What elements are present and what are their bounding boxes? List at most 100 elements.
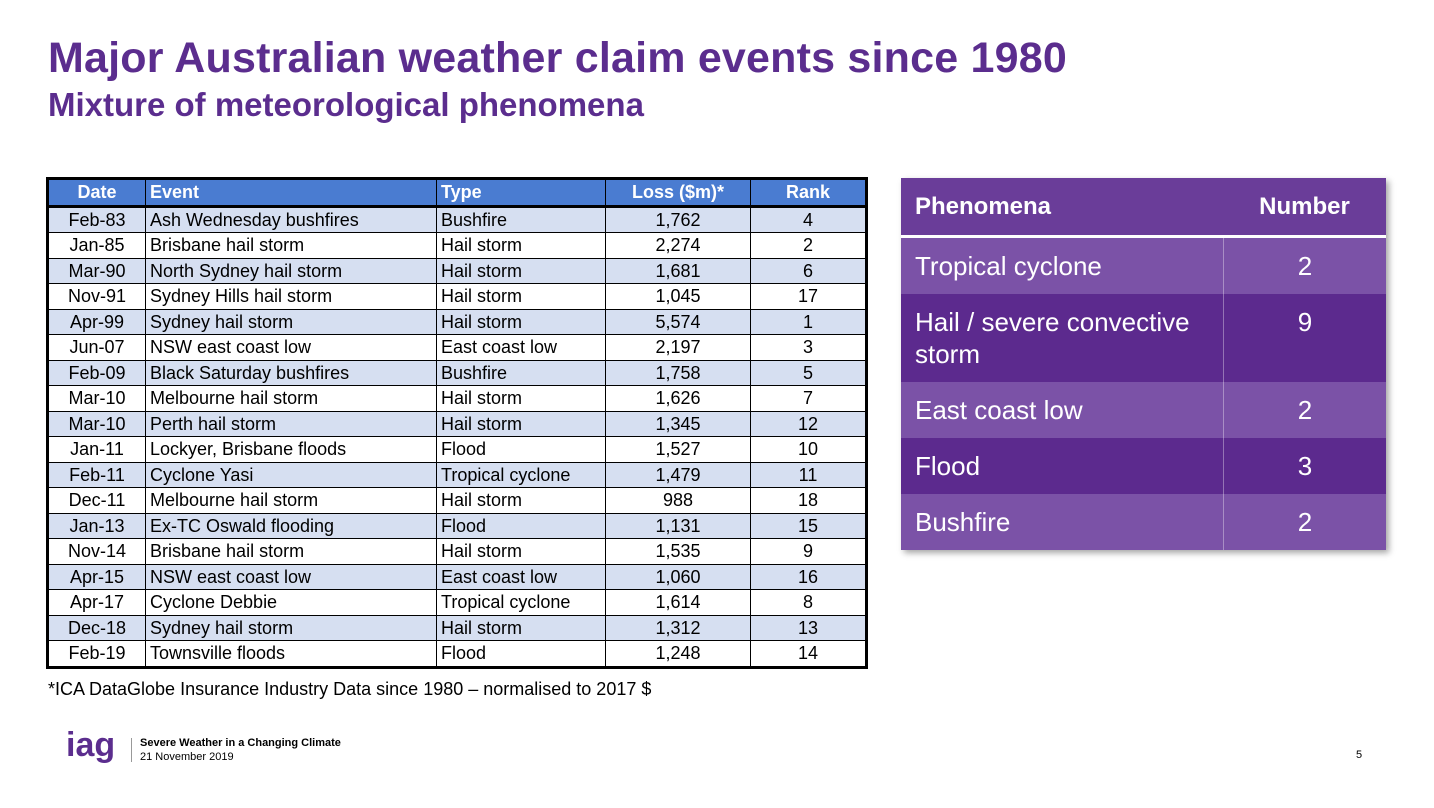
phenomena-name: East coast low xyxy=(915,395,1083,425)
cell-date: Feb-09 xyxy=(47,359,146,386)
cell-type: Flood xyxy=(436,436,606,463)
cell-rank: 8 xyxy=(750,589,867,616)
column-header-date: Date xyxy=(47,178,146,208)
claims-table: Date Event Type Loss ($m)* Rank Feb-83 As… xyxy=(46,177,868,669)
cell-type: Hail storm xyxy=(436,410,606,437)
cell-event: Melbourne hail storm xyxy=(145,487,437,514)
cell-type: Hail storm xyxy=(436,232,606,259)
cell-loss: 1,758 xyxy=(605,359,751,386)
footer-date: 21 November 2019 xyxy=(140,751,234,763)
cell-date: Apr-17 xyxy=(47,589,146,616)
phenomena-row: Flood 3 xyxy=(901,438,1386,494)
cell-date: Feb-19 xyxy=(47,640,146,668)
column-header-event: Event xyxy=(145,178,437,208)
cell-type: Flood xyxy=(436,640,606,668)
cell-date: Nov-14 xyxy=(47,538,146,565)
cell-rank: 10 xyxy=(750,436,867,463)
cell-event: Cyclone Yasi xyxy=(145,461,437,488)
phenomena-row: East coast low 2 xyxy=(901,382,1386,438)
footer-presentation-title: Severe Weather in a Changing Climate xyxy=(140,737,341,749)
phenomena-name: Hail / severe convective storm xyxy=(915,307,1190,369)
cell-event: North Sydney hail storm xyxy=(145,257,437,284)
column-header-loss: Loss ($m)* xyxy=(605,178,751,208)
cell-type: Bushfire xyxy=(436,205,606,233)
cell-loss: 1,345 xyxy=(605,410,751,437)
cell-rank: 9 xyxy=(750,538,867,565)
cell-type: Bushfire xyxy=(436,359,606,386)
table-row: Dec-11 Melbourne hail storm Hail storm 988 1… xyxy=(47,487,867,514)
cell-type: Hail storm xyxy=(436,487,606,514)
cell-rank: 16 xyxy=(750,563,867,590)
cell-event: Brisbane hail storm xyxy=(145,232,437,259)
iag-logo: iag xyxy=(66,726,115,764)
cell-rank: 13 xyxy=(750,614,867,641)
cell-type: Hail storm xyxy=(436,385,606,412)
phenomena-count: 2 xyxy=(1223,382,1386,438)
svg-text:iag: iag xyxy=(66,726,115,764)
cell-event: Ex-TC Oswald flooding xyxy=(145,512,437,539)
cell-loss: 1,131 xyxy=(605,512,751,539)
cell-rank: 7 xyxy=(750,385,867,412)
cell-date: Apr-99 xyxy=(47,308,146,335)
phenomena-count: 9 xyxy=(1223,294,1386,382)
cell-loss: 5,574 xyxy=(605,308,751,335)
page-title: Major Australian weather claim events si… xyxy=(48,34,1067,82)
cell-rank: 18 xyxy=(750,487,867,514)
cell-type: Hail storm xyxy=(436,283,606,310)
table-row: Dec-18 Sydney hail storm Hail storm 1,312 13 xyxy=(47,614,867,641)
table-row: Mar-90 North Sydney hail storm Hail storm 1… xyxy=(47,257,867,284)
cell-loss: 2,274 xyxy=(605,232,751,259)
phenomena-count: 2 xyxy=(1223,238,1386,294)
column-header-number: Number xyxy=(1259,192,1350,220)
phenomena-table-body: Tropical cyclone 2 Hail / severe convectiv… xyxy=(901,238,1386,550)
cell-rank: 17 xyxy=(750,283,867,310)
table-row: Apr-15 NSW east coast low East coast low 1,… xyxy=(47,563,867,590)
cell-event: Sydney hail storm xyxy=(145,308,437,335)
table-row: Nov-14 Brisbane hail storm Hail storm 1,535… xyxy=(47,538,867,565)
table-row: Mar-10 Perth hail storm Hail storm 1,345 12 xyxy=(47,410,867,437)
cell-rank: 2 xyxy=(750,232,867,259)
cell-type: Tropical cyclone xyxy=(436,461,606,488)
table-row: Feb-11 Cyclone Yasi Tropical cyclone 1,479 1… xyxy=(47,461,867,488)
cell-rank: 15 xyxy=(750,512,867,539)
cell-type: Flood xyxy=(436,512,606,539)
cell-date: Feb-11 xyxy=(47,461,146,488)
cell-type: Hail storm xyxy=(436,308,606,335)
phenomena-table: Phenomena Number Tropical cyclone 2 Hail /… xyxy=(901,178,1386,550)
page-number: 5 xyxy=(1356,749,1363,761)
table-row: Mar-10 Melbourne hail storm Hail storm 1,62… xyxy=(47,385,867,412)
cell-event: NSW east coast low xyxy=(145,563,437,590)
cell-event: Sydney Hills hail storm xyxy=(145,283,437,310)
cell-rank: 1 xyxy=(750,308,867,335)
column-header-rank: Rank xyxy=(750,178,867,208)
table-row: Jan-11 Lockyer, Brisbane floods Flood 1,527… xyxy=(47,436,867,463)
phenomena-count: 3 xyxy=(1223,438,1386,494)
table-row: Jun-07 NSW east coast low East coast low 2,… xyxy=(47,334,867,361)
cell-loss: 1,762 xyxy=(605,205,751,233)
table-row: Nov-91 Sydney Hills hail storm Hail storm 1… xyxy=(47,283,867,310)
cell-event: Sydney hail storm xyxy=(145,614,437,641)
cell-loss: 1,527 xyxy=(605,436,751,463)
table-row: Apr-99 Sydney hail storm Hail storm 5,574 1 xyxy=(47,308,867,335)
cell-loss: 2,197 xyxy=(605,334,751,361)
cell-date: Mar-10 xyxy=(47,410,146,437)
cell-rank: 5 xyxy=(750,359,867,386)
cell-event: Melbourne hail storm xyxy=(145,385,437,412)
footer-divider xyxy=(131,738,132,762)
cell-date: Jan-13 xyxy=(47,512,146,539)
cell-event: Cyclone Debbie xyxy=(145,589,437,616)
cell-loss: 1,535 xyxy=(605,538,751,565)
phenomena-count: 2 xyxy=(1223,494,1386,550)
cell-event: Ash Wednesday bushfires xyxy=(145,205,437,233)
table-row: Feb-83 Ash Wednesday bushfires Bushfire 1,7… xyxy=(47,205,867,233)
cell-type: East coast low xyxy=(436,563,606,590)
cell-rank: 6 xyxy=(750,257,867,284)
cell-event: Black Saturday bushfires xyxy=(145,359,437,386)
cell-date: Nov-91 xyxy=(47,283,146,310)
column-header-phenomena: Phenomena xyxy=(915,192,1052,220)
footnote: *ICA DataGlobe Insurance Industry Data s… xyxy=(48,679,652,699)
cell-loss: 988 xyxy=(605,487,751,514)
cell-type: Hail storm xyxy=(436,538,606,565)
table-row: Jan-85 Brisbane hail storm Hail storm 2,274… xyxy=(47,232,867,259)
claims-table-header-row: Date Event Type Loss ($m)* Rank xyxy=(47,178,867,208)
